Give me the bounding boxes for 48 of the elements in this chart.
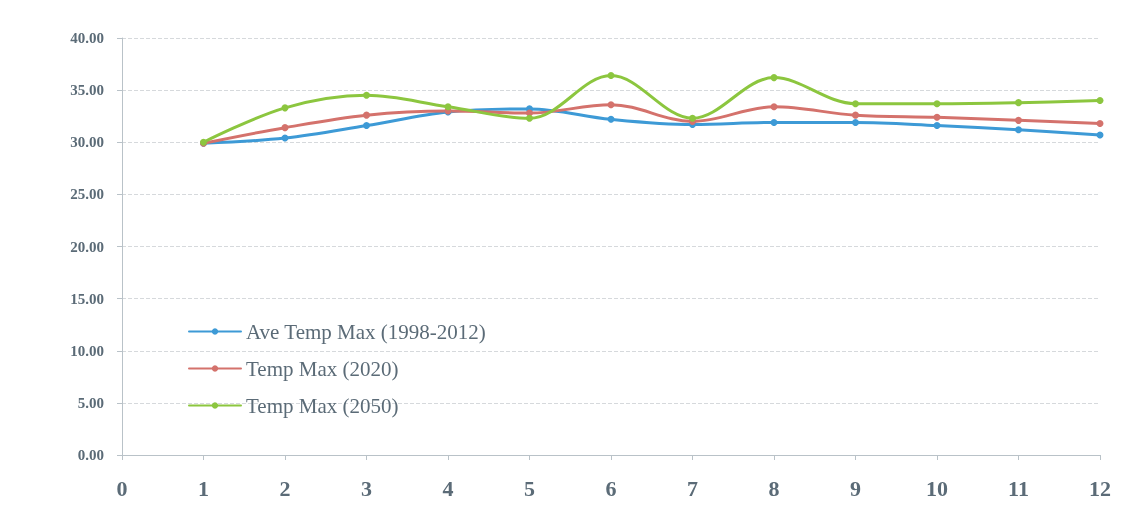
point — [363, 91, 370, 99]
point — [852, 111, 859, 119]
point — [933, 122, 941, 130]
x-tick-label: 11 — [1008, 475, 1029, 501]
x-tick-label: 4 — [442, 475, 454, 501]
x-tick-label: 3 — [361, 475, 372, 501]
y-tick-label: 20.00 — [70, 238, 104, 255]
point — [770, 118, 778, 126]
x-tick-label: 7 — [687, 475, 698, 501]
point — [852, 118, 859, 126]
point — [526, 114, 533, 122]
x-tick-label: 9 — [850, 475, 861, 501]
x-tick-label: 10 — [926, 475, 948, 501]
point — [363, 122, 370, 130]
legend-label: Temp Max (2050) — [246, 393, 399, 418]
y-tick-label: 15.00 — [70, 290, 104, 307]
legend-label: Temp Max (2020) — [246, 356, 399, 381]
point — [607, 101, 615, 109]
point — [770, 103, 778, 111]
y-tick-label: 25.00 — [70, 186, 104, 203]
x-tick-label: 8 — [768, 475, 780, 501]
legend-label: Ave Temp Max (1998-2012) — [246, 319, 486, 344]
y-tick-label: 5.00 — [77, 394, 104, 411]
y-tick-label: 0.00 — [77, 447, 104, 463]
x-tick-label: 1 — [198, 475, 209, 501]
y-tick-label: 40.00 — [70, 30, 104, 46]
point — [770, 74, 778, 82]
point — [363, 111, 370, 119]
x-tick-label: 0 — [116, 475, 128, 501]
point — [1015, 116, 1022, 124]
point — [1096, 97, 1104, 105]
point — [607, 115, 615, 123]
point — [607, 72, 615, 80]
point — [852, 100, 859, 108]
point — [1096, 119, 1104, 127]
point — [1015, 99, 1022, 107]
point — [933, 100, 941, 108]
x-tick-label: 6 — [605, 475, 617, 501]
point — [1015, 126, 1022, 134]
x-tick-label: 5 — [524, 475, 535, 501]
y-tick-label: 35.00 — [70, 82, 104, 99]
y-tick-label: 10.00 — [70, 342, 104, 359]
x-tick-label: 2 — [279, 475, 291, 501]
x-tick-label: 12 — [1089, 475, 1111, 501]
point — [281, 124, 289, 132]
point — [444, 103, 452, 111]
y-tick-label: 30.00 — [70, 134, 104, 151]
point — [933, 113, 941, 121]
